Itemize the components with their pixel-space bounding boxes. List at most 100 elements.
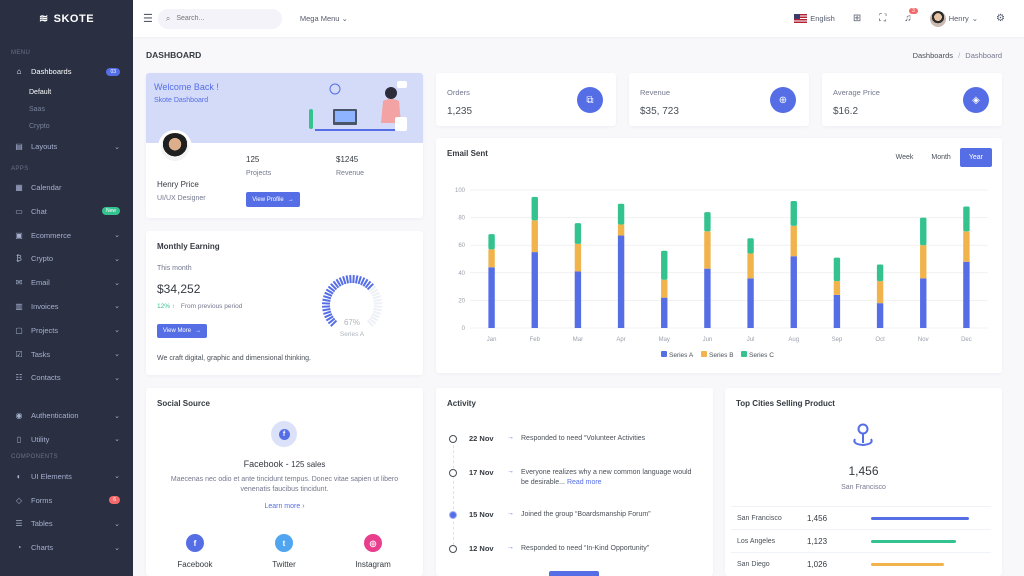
- mega-menu-label: Mega Menu: [299, 14, 340, 23]
- x-tick-label: May: [659, 337, 670, 343]
- tab-month[interactable]: Month: [931, 154, 951, 161]
- activity-text: Responded to need “Volunteer Activities: [521, 435, 646, 442]
- fullscreen-button[interactable]: ⛶: [870, 13, 895, 24]
- top-city-value: 1,456: [848, 464, 879, 478]
- legend-label: Series A: [669, 352, 694, 359]
- chevron-down-icon: ⌄: [114, 374, 120, 382]
- top-cities-card: Top Cities Selling Product 1,456 San Fra…: [725, 388, 1002, 576]
- revenue-value: $1245: [336, 155, 359, 164]
- chevron-down-icon: ⌄: [971, 14, 979, 23]
- sidebar-item-charts[interactable]: ◔ Charts ⌄: [0, 536, 133, 560]
- search-icon: ⌕: [165, 13, 171, 23]
- social-item-instagram[interactable]: ◎ Instagram: [328, 534, 418, 569]
- view-profile-button[interactable]: View Profile →: [246, 192, 300, 207]
- chevron-down-icon: ⌄: [114, 327, 120, 335]
- gauge-tick: [357, 276, 362, 285]
- mega-menu-toggle[interactable]: Mega Menu ⌄: [300, 14, 348, 23]
- social-source-card: Social Source f Facebook - 125 sales Mae…: [146, 388, 423, 576]
- breadcrumb: Dashboards / Dashboard: [913, 51, 1002, 60]
- sidebar-item-contacts[interactable]: ☷ Contacts ⌄: [0, 366, 133, 390]
- welcome-card: Welcome Back ! Skote Dashboard Henry Pri…: [146, 73, 423, 218]
- social-item-label: Facebook: [177, 560, 213, 569]
- table-row: Los Angeles 1,123: [731, 529, 991, 552]
- sidebar-item-forms[interactable]: ◇ Forms 6: [0, 488, 133, 512]
- city-progress-bar: [871, 539, 957, 543]
- sidebar-sub-saas[interactable]: Saas: [29, 105, 45, 113]
- learn-more-label: Learn more: [264, 503, 301, 510]
- view-more-activity-button[interactable]: [549, 571, 599, 576]
- period-tabs: Week Month Year: [887, 148, 992, 167]
- sidebar-item-tables[interactable]: ☰ Tables ⌄: [0, 512, 133, 536]
- bar-segment: [963, 261, 970, 328]
- gauge-tick: [360, 277, 366, 286]
- sidebar-item-label: Layouts: [31, 142, 58, 152]
- sidebar-item-tasks[interactable]: ☑ Tasks ⌄: [0, 342, 133, 366]
- bar-segment: [833, 294, 841, 328]
- social-item-label: Twitter: [272, 560, 296, 569]
- sidebar-item-ecommerce[interactable]: ▣ Ecommerce ⌄: [0, 223, 133, 247]
- sidebar-item-projects[interactable]: ▢ Projects ⌄: [0, 318, 133, 342]
- hamburger-icon[interactable]: ☰: [143, 13, 153, 25]
- legend-swatch: [741, 351, 747, 357]
- read-more-link[interactable]: Read more: [566, 479, 602, 486]
- apps-grid-button[interactable]: ⊞: [844, 13, 870, 24]
- sidebar-item-label: Calendar: [31, 182, 62, 192]
- activity-date: 17 Nov: [469, 468, 494, 477]
- sidebar-item-ui-elements[interactable]: ◐ UI Elements ⌄: [0, 464, 133, 488]
- breadcrumb-parent[interactable]: Dashboards: [912, 51, 954, 60]
- brand-name: SKOTE: [53, 12, 95, 25]
- chat-badge: New: [101, 207, 120, 216]
- bar-segment: [488, 267, 495, 328]
- bar-segment: [661, 279, 668, 298]
- city-value: 1,123: [807, 536, 828, 546]
- chat-icon: ▭: [15, 206, 23, 216]
- revenue-stat-label: Revenue: [640, 88, 671, 97]
- sidebar-item-calendar[interactable]: ▦ Calendar: [0, 176, 133, 200]
- social-item-facebook[interactable]: f Facebook: [150, 534, 240, 569]
- breadcrumb-separator: /: [958, 51, 961, 60]
- learn-more-link[interactable]: Learn more ›: [146, 503, 423, 510]
- sidebar-item-utility[interactable]: ▯ Utility ⌄: [0, 428, 133, 452]
- chevron-down-icon: ⌄: [114, 303, 120, 311]
- gauge-tick: [366, 283, 374, 291]
- activity-marker-icon: [449, 545, 457, 553]
- social-item-twitter[interactable]: t Twitter: [239, 534, 329, 569]
- sidebar-item-layouts[interactable]: ▤ Layouts ⌄: [0, 135, 133, 159]
- y-tick-label: 40: [458, 271, 465, 277]
- tab-year[interactable]: Year: [959, 148, 992, 167]
- revenue-card: Revenue $35, 723 ⊕: [629, 73, 809, 126]
- gauge-tick: [373, 298, 382, 303]
- activity-date: 15 Nov: [469, 510, 494, 519]
- bar-segment: [574, 223, 582, 244]
- chevron-down-icon: ⌄: [114, 255, 120, 263]
- notifications-button[interactable]: ♫ 3: [895, 8, 921, 24]
- city-progress-bar: [871, 562, 944, 566]
- topbar: ☰ ⌕ Mega Menu ⌄ English ⊞ ⛶ ♫3 Henry⌄ ⚙: [133, 0, 1024, 37]
- bar-segment: [747, 278, 754, 328]
- tab-week[interactable]: Week: [895, 154, 914, 161]
- arrow-right-icon: →: [507, 510, 514, 517]
- language-dropdown[interactable]: English: [785, 14, 844, 23]
- sidebar-item-dashboards[interactable]: ⌂ Dashboards 03: [0, 60, 133, 84]
- x-tick-label: Feb: [530, 337, 541, 343]
- user-dropdown[interactable]: Henry ⌄: [921, 10, 987, 27]
- sidebar-sub-crypto[interactable]: Crypto: [29, 122, 50, 130]
- sidebar-item-email[interactable]: ✉ Email ⌄: [0, 271, 133, 295]
- search-input[interactable]: [176, 15, 267, 22]
- task-icon: ☑: [15, 349, 23, 359]
- settings-button[interactable]: ⚙: [987, 13, 1014, 24]
- activity-card: Activity 22 Nov → Responded to need “Volun…: [436, 388, 713, 576]
- components-section-title: COMPONENTS: [11, 454, 59, 461]
- sidebar-item-invoices[interactable]: ▥ Invoices ⌄: [0, 295, 133, 319]
- sidebar-item-authentication[interactable]: ◉ Authentication ⌄: [0, 404, 133, 428]
- sidebar-sub-default[interactable]: Default: [29, 88, 52, 96]
- brand-logo[interactable]: ≋ SKOTE: [0, 0, 133, 37]
- social-source-title: Social Source: [157, 399, 210, 408]
- sidebar-item-crypto[interactable]: ₿ Crypto ⌄: [0, 247, 133, 271]
- view-more-button[interactable]: View More →: [157, 324, 207, 338]
- sidebar: ≋ SKOTE MENU ⌂ Dashboards 03 Default Saa…: [0, 0, 133, 576]
- sidebar-item-chat[interactable]: ▭ Chat New: [0, 199, 133, 223]
- monthly-earning-title: Monthly Earning: [157, 242, 220, 251]
- earning-change-text: From previous period: [180, 303, 243, 310]
- bar-segment: [661, 250, 668, 280]
